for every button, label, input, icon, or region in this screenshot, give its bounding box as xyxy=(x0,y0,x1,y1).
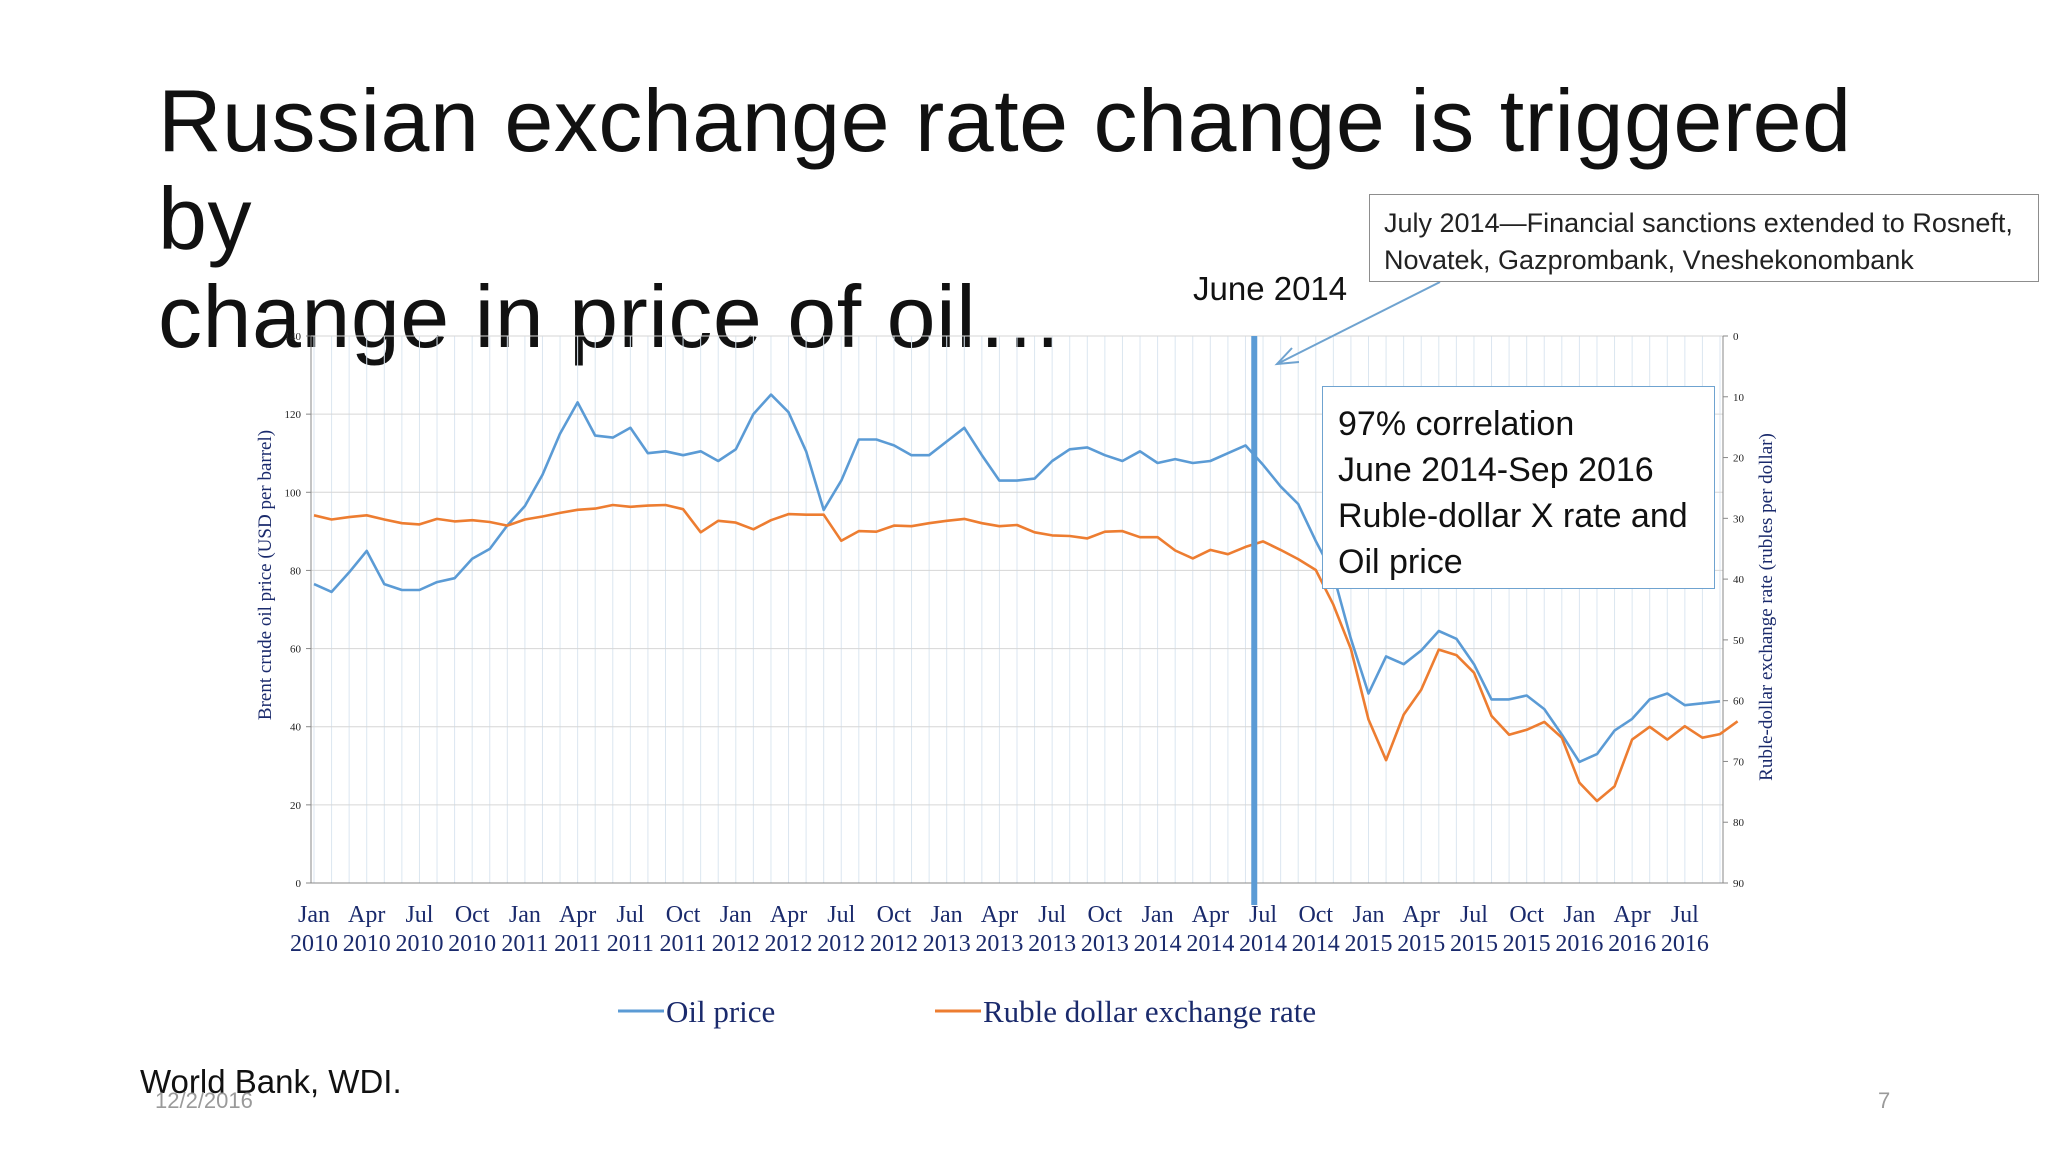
x-tick-month: Apr xyxy=(559,902,596,928)
page-number: 7 xyxy=(1878,1088,1891,1113)
x-tick-year: 2015 xyxy=(1450,931,1498,957)
right-tick-label: 0 xyxy=(1733,331,1739,343)
x-tick-month: Apr xyxy=(348,902,385,928)
callout-arrow xyxy=(1276,281,1441,365)
x-tick-month: Jan xyxy=(1353,902,1385,928)
source-note: World Bank, WDI. xyxy=(140,1063,402,1100)
x-tick-year: 2014 xyxy=(1292,931,1340,957)
x-tick-month: Oct xyxy=(666,902,701,928)
corr-line-1: 97% correlation xyxy=(1338,405,1575,443)
x-tick-month: Apr xyxy=(770,902,807,928)
x-tick-month: Oct xyxy=(455,902,490,928)
left-tick-label: 120 xyxy=(285,409,302,421)
chart-series xyxy=(313,393,1739,803)
right-tick-label: 50 xyxy=(1733,635,1745,647)
title-line-1: Russian exchange rate change is triggere… xyxy=(158,71,1852,268)
correlation-box: 97% correlation June 2014-Sep 2016 Ruble… xyxy=(1322,386,1715,589)
corr-line-2: June 2014-Sep 2016 xyxy=(1338,451,1654,489)
x-tick-year: 2015 xyxy=(1345,931,1393,957)
x-tick-year: 2014 xyxy=(1186,931,1234,957)
callout-arrowhead xyxy=(1274,347,1300,366)
x-tick-year: 2013 xyxy=(1028,931,1076,957)
left-tick-label: 0 xyxy=(296,878,302,890)
x-tick-month: Apr xyxy=(1613,902,1650,928)
x-tick-year: 2012 xyxy=(712,931,760,957)
june-2014-label: June 2014 xyxy=(1193,270,1348,307)
x-tick-year: 2013 xyxy=(923,931,971,957)
right-axis-title: Ruble-dollar exchange rate (rubles per d… xyxy=(1756,433,1777,781)
x-tick-month: Apr xyxy=(981,902,1018,928)
left-tick-label: 20 xyxy=(290,800,302,812)
left-tick-label: 40 xyxy=(290,722,302,734)
slide-title: Russian exchange rate change is triggere… xyxy=(158,72,1938,366)
x-tick-month: Oct xyxy=(1509,902,1544,928)
x-tick-year: 2012 xyxy=(817,931,865,957)
x-tick-year: 2011 xyxy=(501,931,548,957)
right-tick-label: 30 xyxy=(1733,513,1745,525)
legend-oil-label: Oil price xyxy=(666,994,775,1029)
right-tick-label: 70 xyxy=(1733,756,1745,768)
right-tick-label: 10 xyxy=(1733,392,1745,404)
x-tick-year: 2014 xyxy=(1239,931,1287,957)
right-tick-label: 90 xyxy=(1733,878,1745,890)
x-tick-year: 2016 xyxy=(1661,931,1709,957)
title-line-2: change in price of oil… xyxy=(158,267,1065,366)
x-tick-year: 2011 xyxy=(660,931,707,957)
callout-line-2: Novatek, Gazprombank, Vneshekonombank xyxy=(1384,245,1914,275)
chart-axes: 0 20 40 60 80 100 120 140 0 10 20 30 40 50 60 70 80 90 Jan… xyxy=(285,331,1745,957)
x-tick-year: 2016 xyxy=(1555,931,1603,957)
legend-ruble-label: Ruble dollar exchange rate xyxy=(983,994,1316,1029)
oil-price-line xyxy=(313,393,1721,764)
x-tick-month: Jul xyxy=(1249,902,1277,928)
right-tick-label: 60 xyxy=(1733,696,1745,708)
x-tick-year: 2011 xyxy=(554,931,601,957)
left-tick-label: 80 xyxy=(290,565,302,577)
x-tick-year: 2015 xyxy=(1503,931,1551,957)
x-tick-month: Jul xyxy=(1671,902,1699,928)
x-tick-year: 2015 xyxy=(1397,931,1445,957)
left-tick-label: 140 xyxy=(285,331,302,343)
x-tick-month: Jul xyxy=(827,902,855,928)
x-tick-month: Jan xyxy=(1563,902,1595,928)
x-tick-year: 2013 xyxy=(1081,931,1129,957)
x-tick-month: Jan xyxy=(720,902,752,928)
right-tick-label: 80 xyxy=(1733,817,1745,829)
x-tick-year: 2011 xyxy=(607,931,654,957)
x-tick-year: 2012 xyxy=(765,931,813,957)
left-tick-label: 60 xyxy=(290,644,302,656)
left-tick-label: 100 xyxy=(285,487,302,499)
x-tick-month: Apr xyxy=(1403,902,1440,928)
x-tick-year: 2012 xyxy=(870,931,918,957)
sanctions-callout: July 2014—Financial sanctions extended t… xyxy=(1369,194,2039,282)
callout-line-1: July 2014—Financial sanctions extended t… xyxy=(1384,208,2013,238)
x-tick-year: 2013 xyxy=(975,931,1023,957)
x-tick-year: 2010 xyxy=(395,931,443,957)
x-tick-month: Jan xyxy=(298,902,330,928)
x-tick-year: 2010 xyxy=(448,931,496,957)
x-tick-month: Jan xyxy=(509,902,541,928)
ruble-rate-line xyxy=(313,503,1739,803)
right-tick-label: 40 xyxy=(1733,574,1745,586)
x-tick-month: Jan xyxy=(1142,902,1174,928)
x-tick-year: 2014 xyxy=(1134,931,1182,957)
right-tick-label: 20 xyxy=(1733,453,1745,465)
x-tick-month: Oct xyxy=(1298,902,1333,928)
x-tick-year: 2010 xyxy=(290,931,338,957)
left-axis-title: Brent crude oil price (USD per barrel) xyxy=(255,430,276,720)
x-tick-year: 2010 xyxy=(343,931,391,957)
corr-line-3: Ruble-dollar X rate and xyxy=(1338,497,1688,535)
slide-date: 12/2/2016 xyxy=(155,1088,253,1113)
x-tick-month: Jul xyxy=(405,902,433,928)
x-tick-month: Jul xyxy=(1038,902,1066,928)
x-tick-month: Oct xyxy=(1088,902,1123,928)
x-tick-month: Jul xyxy=(616,902,644,928)
x-tick-month: Jan xyxy=(931,902,963,928)
corr-line-4: Oil price xyxy=(1338,543,1463,581)
x-tick-month: Apr xyxy=(1192,902,1229,928)
x-tick-month: Jul xyxy=(1460,902,1488,928)
x-tick-year: 2016 xyxy=(1608,931,1656,957)
x-tick-month: Oct xyxy=(877,902,912,928)
